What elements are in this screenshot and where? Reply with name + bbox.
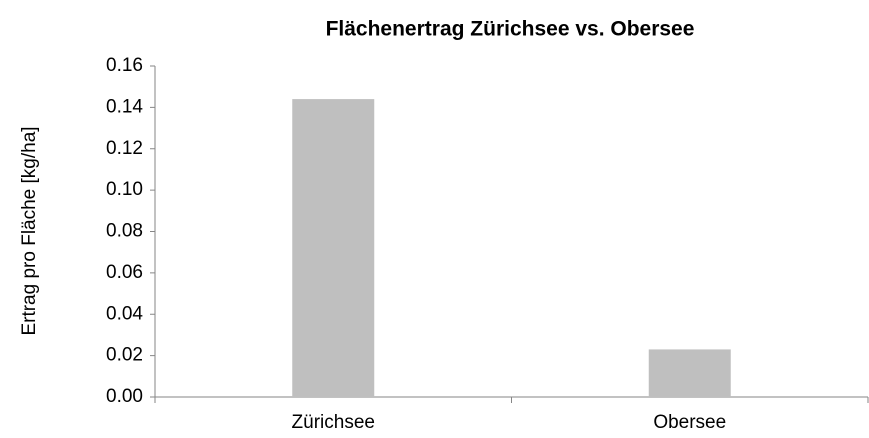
bar [648, 349, 731, 397]
y-tick-label: 0.10 [106, 179, 143, 200]
y-tick-label: 0.12 [106, 138, 143, 159]
y-tick-label: 0.16 [106, 55, 143, 76]
chart-title: Flächenertrag Zürichsee vs. Obersee [326, 18, 695, 41]
x-tick-label: Zürichsee [292, 412, 375, 433]
x-tick-label: Obersee [653, 412, 726, 433]
y-axis-label: Ertrag pro Fläche [kg/ha] [19, 126, 40, 335]
y-tick-label: 0.06 [106, 262, 143, 283]
y-tick-label: 0.08 [106, 221, 143, 242]
bar [292, 99, 375, 397]
y-tick-label: 0.00 [106, 386, 143, 407]
y-tick-label: 0.02 [106, 345, 143, 366]
y-tick-label: 0.04 [106, 303, 143, 324]
y-tick-label: 0.14 [106, 96, 143, 117]
